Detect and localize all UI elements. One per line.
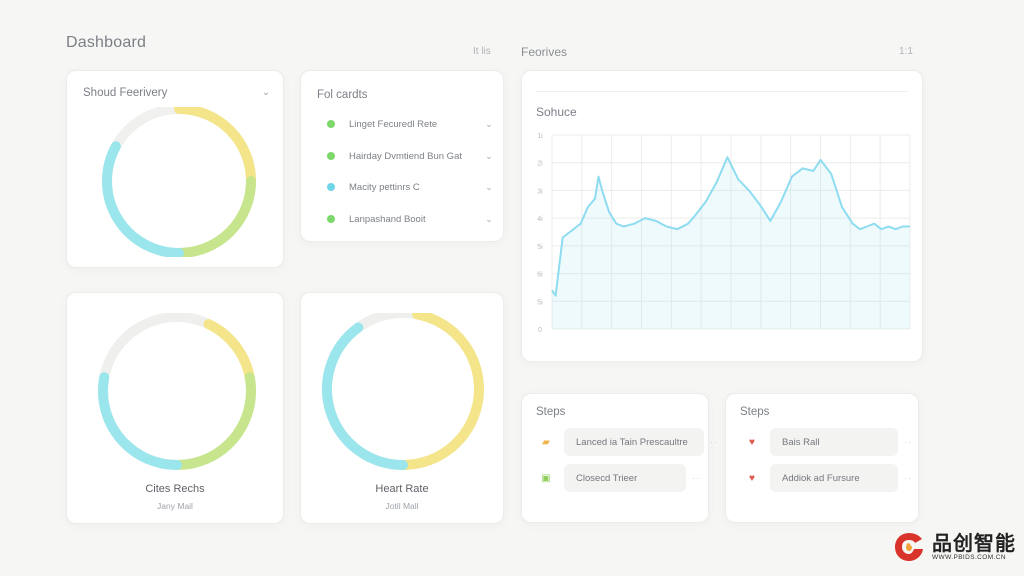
y-tick-label: 3i [537,188,543,195]
heart-icon: ♥ [749,436,755,448]
divider [536,91,908,92]
brand-name: 品创智能 [932,532,1016,555]
brand-url: WWW.PBIDS.COM.CN [932,553,1006,561]
list-item[interactable]: Macity pettinrs C ⌄ [301,176,503,198]
more-icon[interactable]: ·· [904,437,912,447]
step-item[interactable]: ♥ Bais Rall ·· [746,428,912,456]
y-tick-label: 0 [538,327,542,334]
ring-progress [98,319,256,470]
more-icon[interactable]: ·· [710,437,718,447]
page-title: Dashboard [66,34,147,51]
y-tick-label: 1i [537,133,543,140]
y-tick-label: 5i [537,299,543,306]
ring-segment [102,141,184,257]
favorites-title: Feorives [521,45,568,59]
cards-list-title: Fol cardts [317,89,368,101]
chevron-down-icon[interactable]: ⌄ [485,213,493,224]
steps-card-right: Steps ♥ Bais Rall ·· ♥ Addiok ad Fursure… [725,393,919,523]
feerivery-card: Shoud Feerivery ⌄ [66,70,284,268]
status-dot [327,152,335,160]
step-label: Lanced ia Tain Prescaultre [564,428,704,456]
cites-ring [98,313,256,470]
steps-card-left: Steps ▰ Lanced ia Tain Prescaultre ·· ▣ … [521,393,717,523]
cites-card: Cites Rechs Jany Mail [66,292,284,524]
note-icon: ▰ [542,436,550,448]
y-tick-label: 6i [537,272,543,279]
chevron-down-icon[interactable]: ⌄ [261,86,271,98]
status-dot [327,120,335,128]
heart-rate-ring [322,313,484,470]
chevron-down-icon[interactable]: ⌄ [485,118,493,129]
steps-title: Steps [536,406,566,418]
line-chart: 0 5i 6i 5i 4i 3i 2i 1i [537,133,911,334]
series-area [552,157,910,329]
more-icon[interactable]: ·· [904,473,912,483]
brand-logo-icon [895,533,923,561]
ring-label: Cites Rechs [145,483,205,495]
feerivery-ring [102,107,256,257]
ring-label: Heart Rate [375,483,429,495]
ring-sublabel: Jotil Mall [385,501,419,511]
watermark-logo: 品创智能 WWW.PBIDS.COM.CN [892,530,1016,564]
heart-icon: ♥ [749,472,755,484]
favorites-meta: 1:1 [899,46,913,57]
chart-title: Sohuce [536,105,577,119]
cards-list-card: Fol cardts Linget Fecuredl Rete ⌄ Hairda… [300,70,504,242]
ring-segment [174,176,256,257]
step-label: Closecd Trieer [564,464,686,492]
ring-segment [174,107,256,186]
ring-segment [398,313,484,470]
step-item[interactable]: ▰ Lanced ia Tain Prescaultre ·· [540,428,718,456]
check-icon: ▣ [541,472,551,484]
y-tick-label: 4i [537,216,543,223]
list-item[interactable]: Lanpashand Booit ⌄ [301,208,503,230]
ring-segment [98,372,182,470]
ring-progress [322,313,484,470]
steps-title: Steps [740,406,770,418]
ring-progress [102,107,256,257]
step-label: Bais Rall [770,428,898,456]
chevron-down-icon[interactable]: ⌄ [485,150,493,161]
feerivery-title: Shoud Feerivery [83,87,168,99]
ring-sublabel: Jany Mail [157,501,193,511]
list-item[interactable]: Hairday Dvmtiend Bun Gat ⌄ [301,145,503,167]
chart-card: Sohuce 0 5i 6i 5i 4i 3i 2i 1i [521,70,923,362]
step-item[interactable]: ▣ Closecd Trieer ·· [540,464,700,492]
list-item[interactable]: Linget Fecuredl Rete ⌄ [301,113,503,135]
ring-segment [203,319,255,383]
list-item-label: Lanpashand Booit [349,213,426,225]
header-meta: It lis [473,46,491,57]
series-line [551,156,910,297]
list-item-label: Linget Fecuredl Rete [349,118,438,130]
more-icon[interactable]: ·· [692,473,700,483]
list-item-label: Macity pettinrs C [349,181,420,193]
heart-rate-card: Heart Rate Jotil Mall [300,292,504,524]
status-dot [327,183,335,191]
step-item[interactable]: ♥ Addiok ad Fursure ·· [746,464,912,492]
y-tick-label: 2i [537,161,543,168]
ring-segment [322,322,408,470]
status-dot [327,215,335,223]
step-label: Addiok ad Fursure [770,464,898,492]
ring-segment [172,372,256,470]
y-tick-label: 5i [537,244,543,251]
chevron-down-icon[interactable]: ⌄ [485,181,493,192]
list-item-label: Hairday Dvmtiend Bun Gat [349,150,462,162]
